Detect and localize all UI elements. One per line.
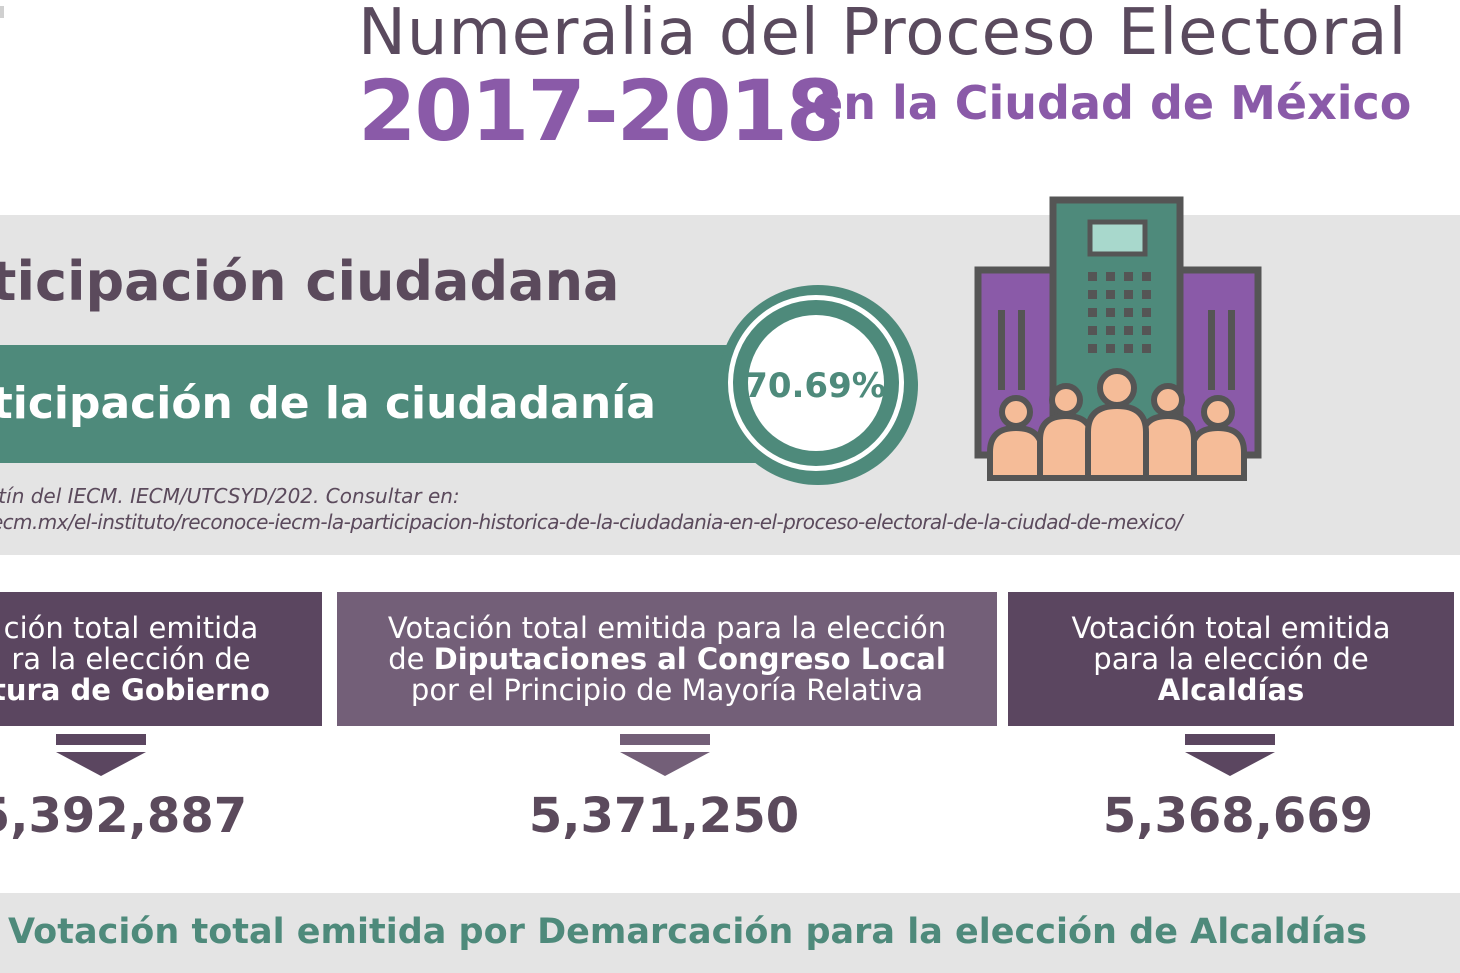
participation-bar [0,345,770,463]
participation-ring-center [748,315,884,451]
chevron-down-arrow-icon [1185,734,1275,776]
bottom-section-title: Votación total emitida por Demarcación p… [8,912,1368,952]
vote-box-diputaciones: Votación total emitida para la elección … [337,592,997,726]
bottom-section-band [0,893,1460,973]
vote-box-alcaldias-line1: Votación total emitida [1071,610,1391,645]
vote-box-alcaldias: Votación total emitida para la elección … [1008,592,1454,726]
vote-total-alcaldias: 5,368,669 [1102,788,1374,844]
vote-box-jefatura-line3: tura de Gobierno [0,672,270,707]
source-note-url[interactable]: iecm.mx/el-instituto/reconoce-iecm-la-pa… [0,510,1183,534]
chevron-down-arrow-icon [56,734,146,776]
participation-value: 70.69% [744,366,886,406]
vote-box-alcaldias-line2: para la elección de [1093,641,1369,676]
participation-bar-label: rticipación de la ciudadanía [0,378,656,429]
vote-total-diputaciones: 5,371,250 [528,788,800,844]
vote-total-jefatura: 5,392,887 [0,788,248,844]
vote-box-jefatura-line2: ra la elección de [11,641,251,676]
source-note-line1: etín del IECM. IECM/UTCSYD/202. Consulta… [0,484,460,508]
header-title-line1: Numeralia del Proceso Electoral [358,0,1408,70]
vote-box-diputaciones-line1: Votación total emitida para la elección [387,610,947,645]
vote-box-jefatura-line1: ción total emitida [3,610,259,645]
chevron-down-arrow-icon [620,734,710,776]
participation-ring-outline [728,295,904,471]
vote-box-diputaciones-line2-bold: Diputaciones al Congreso Local [433,641,946,676]
header-year: 2017-2018 [358,62,844,160]
corner-mark [0,6,4,18]
participation-section-title: rticipación ciudadana [0,250,620,313]
vote-box-jefatura: ción total emitida ra la elección de tur… [0,592,322,726]
vote-box-alcaldias-line3: Alcaldías [1157,672,1305,707]
vote-box-diputaciones-line2-prefix: de [388,641,434,676]
header-city: en la Ciudad de México [812,76,1412,130]
vote-box-diputaciones-line3: por el Principio de Mayoría Relativa [410,672,924,707]
city-buildings-with-people-icon [974,196,1262,481]
